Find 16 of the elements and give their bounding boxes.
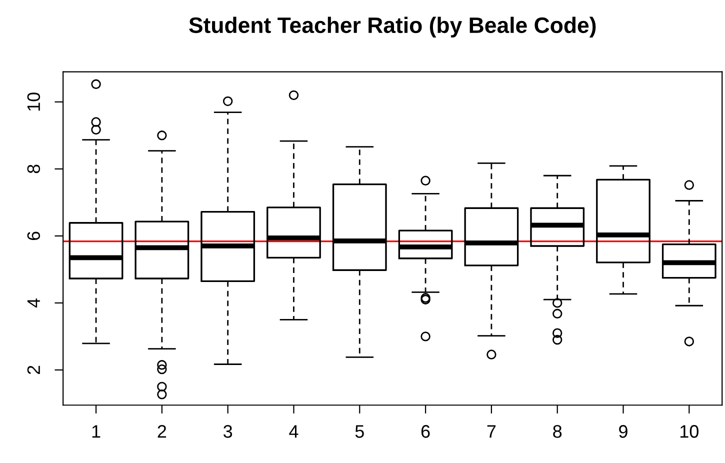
x-tick-label: 5: [355, 425, 364, 438]
y-tick-label: 2: [27, 366, 40, 374]
y-tick-label: 6: [27, 232, 40, 240]
y-tick-label: 8: [27, 164, 40, 174]
x-tick-label: 8: [553, 425, 562, 438]
x-tick-label: 2: [158, 425, 166, 438]
x-tick-label: 3: [224, 425, 232, 438]
x-tick-label: 1: [92, 425, 100, 438]
x-tick-label: 10: [680, 425, 698, 438]
x-tick-label: 4: [289, 425, 298, 438]
y-tick-label: 4: [27, 298, 40, 308]
x-tick-label: 7: [487, 425, 496, 438]
x-tick-label: 6: [421, 425, 430, 438]
x-tick-label: 9: [619, 425, 628, 438]
y-tick-label: 10: [27, 92, 40, 111]
chart-title: Student Teacher Ratio (by Beale Code): [189, 16, 596, 38]
